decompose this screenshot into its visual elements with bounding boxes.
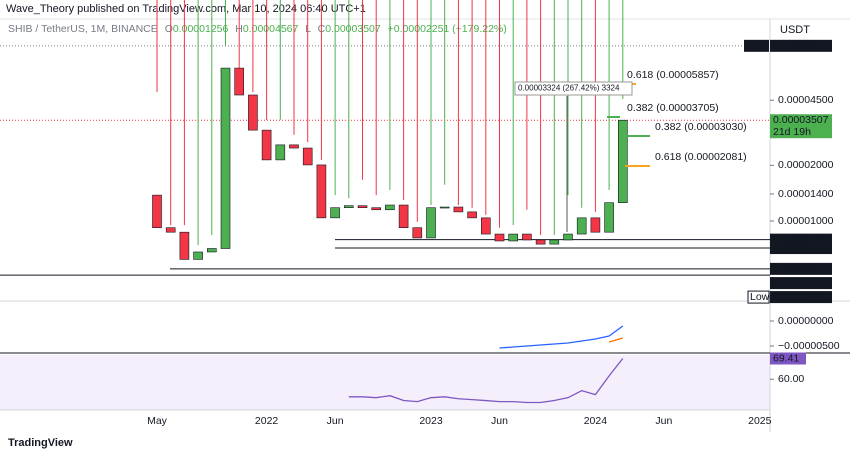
candle-body bbox=[343, 205, 354, 209]
candle-body bbox=[508, 233, 519, 242]
candle-body bbox=[302, 147, 313, 166]
symbol: SHIB / TetherUS, 1M, BINANCE bbox=[8, 23, 158, 35]
y-tick-label: 0.00001000 bbox=[778, 215, 834, 227]
fib-label: 0.382 (0.00003705) bbox=[627, 102, 719, 114]
candle-body bbox=[467, 211, 477, 219]
candle-body bbox=[522, 233, 532, 241]
candle-body bbox=[234, 67, 244, 96]
last-label: 0.00003507 bbox=[773, 114, 829, 126]
candle-body bbox=[357, 205, 368, 209]
c-value: 0.00003507 bbox=[325, 23, 381, 35]
candle-body bbox=[604, 202, 614, 233]
low-tag-box bbox=[747, 290, 770, 304]
countdown: 21d 19h bbox=[773, 126, 811, 138]
measure-box bbox=[514, 81, 633, 96]
candle-body bbox=[480, 217, 491, 235]
level-box bbox=[770, 242, 832, 255]
fib-label: 0.382 (0.00003030) bbox=[655, 121, 747, 133]
low-tag: Low bbox=[750, 291, 770, 303]
x-tick-label: May bbox=[147, 415, 168, 427]
candle-body bbox=[398, 204, 409, 228]
y-tick-label: 0.00000000 bbox=[778, 315, 834, 327]
low-label: 0.00000510 bbox=[773, 291, 829, 303]
candle-body bbox=[179, 231, 190, 260]
candle-body bbox=[316, 164, 327, 219]
x-tick-label: 2025 bbox=[748, 415, 772, 427]
candle-body bbox=[371, 207, 382, 211]
candle-body bbox=[439, 206, 450, 209]
symbol-line: SHIB / TetherUS, 1M, BINANCE O0.00001256… bbox=[8, 23, 507, 35]
high-tag-box bbox=[744, 39, 769, 52]
o-value: 0.00001256 bbox=[173, 23, 229, 35]
candle-body bbox=[165, 227, 176, 233]
candle-body bbox=[207, 248, 217, 253]
candle-body bbox=[563, 233, 573, 241]
fib-label: 0.618 (0.00005857) bbox=[627, 69, 719, 81]
candle-body bbox=[330, 207, 340, 219]
level-label: 0.00000714 bbox=[773, 242, 829, 254]
h-value: 0.00004567 bbox=[243, 23, 299, 35]
measure-label: 0.00003324 (267.42%) 3324 bbox=[518, 84, 620, 93]
level-box bbox=[770, 262, 832, 275]
candle-body bbox=[220, 67, 231, 249]
candle-body bbox=[412, 227, 423, 239]
x-tick-label: Jun bbox=[327, 415, 344, 427]
x-tick-label: 2023 bbox=[419, 415, 443, 427]
candle-body bbox=[549, 239, 560, 245]
candle-body bbox=[494, 233, 505, 242]
x-tick-label: 2022 bbox=[255, 415, 279, 427]
published: Wave_Theory published on TradingView.com… bbox=[6, 3, 366, 15]
candle-body bbox=[248, 94, 258, 131]
series-line bbox=[608, 337, 623, 343]
high-tag: High bbox=[747, 40, 769, 52]
brand: TradingView bbox=[8, 437, 73, 449]
y-tick-label: 0.00002000 bbox=[778, 159, 834, 171]
candle-body bbox=[576, 217, 587, 235]
last-value-label: 69.41 bbox=[773, 352, 799, 364]
x-tick-label: Jun bbox=[655, 415, 672, 427]
o-label: O bbox=[165, 23, 173, 35]
l-label: L bbox=[305, 23, 311, 35]
y-tick-label: −0.00000500 bbox=[778, 340, 840, 352]
candle-body bbox=[617, 119, 628, 203]
x-tick-label: Jun bbox=[491, 415, 508, 427]
candle-body bbox=[275, 144, 286, 161]
y-tick-label: 60.00 bbox=[778, 373, 804, 385]
rsi-band bbox=[0, 355, 770, 410]
y-tick-label: 0.00004500 bbox=[778, 94, 834, 106]
candle-body bbox=[193, 251, 203, 260]
fib-label: 0.618 (0.00002081) bbox=[655, 151, 747, 163]
level-label: 0.00000510 bbox=[773, 277, 829, 289]
level-box bbox=[770, 277, 832, 290]
currency: USDT bbox=[780, 24, 810, 36]
candle-body bbox=[426, 207, 436, 239]
high-box bbox=[770, 39, 832, 52]
low-box bbox=[770, 291, 832, 304]
candle-body bbox=[261, 129, 272, 161]
candle-body bbox=[590, 217, 601, 233]
x-tick-label: 2024 bbox=[584, 415, 608, 427]
high-label: 0.00008854 bbox=[773, 40, 829, 52]
series-line bbox=[499, 325, 624, 349]
y-tick-label: 0.00001400 bbox=[778, 188, 834, 200]
series-line bbox=[348, 358, 624, 404]
candle-body bbox=[152, 194, 162, 228]
candle-body bbox=[289, 144, 299, 149]
change: +0.00002251 (+179.22%) bbox=[388, 23, 507, 35]
candle-body bbox=[535, 239, 546, 245]
last-value-box bbox=[770, 352, 806, 365]
candle-body bbox=[385, 204, 395, 211]
candle-body bbox=[453, 206, 464, 213]
last-box bbox=[770, 114, 832, 139]
level-label: 0.00000551 bbox=[773, 263, 829, 275]
